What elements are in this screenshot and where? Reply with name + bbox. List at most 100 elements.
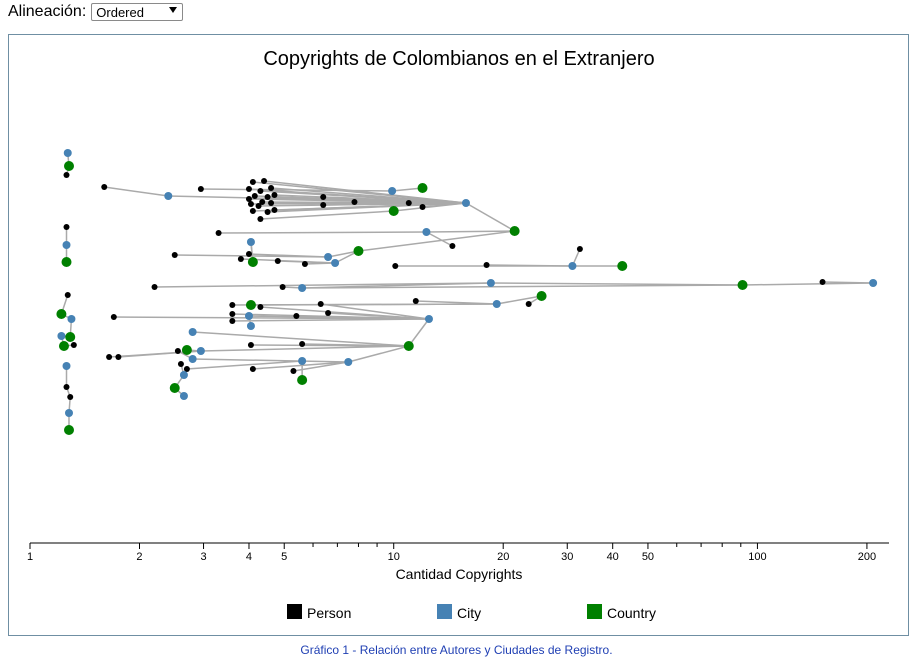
person-node[interactable] — [63, 224, 70, 230]
person-node[interactable] — [63, 172, 70, 178]
person-node[interactable] — [247, 342, 254, 348]
city-node[interactable] — [486, 279, 495, 287]
person-node[interactable] — [259, 199, 266, 205]
person-node[interactable] — [320, 194, 327, 200]
person-node[interactable] — [351, 199, 358, 205]
person-node[interactable] — [63, 384, 70, 390]
city-node[interactable] — [568, 262, 577, 270]
person-node[interactable] — [110, 314, 117, 320]
person-node[interactable] — [405, 200, 412, 206]
country-node[interactable] — [247, 257, 258, 267]
person-node[interactable] — [449, 243, 456, 249]
person-node[interactable] — [249, 208, 256, 214]
person-node[interactable] — [301, 261, 308, 267]
city-node[interactable] — [246, 238, 255, 246]
person-node[interactable] — [255, 203, 262, 209]
person-node[interactable] — [70, 342, 77, 348]
country-node[interactable] — [169, 383, 180, 393]
country-node[interactable] — [56, 309, 67, 319]
person-node[interactable] — [264, 194, 271, 200]
person-node[interactable] — [237, 256, 244, 262]
person-node[interactable] — [101, 184, 108, 190]
person-node[interactable] — [268, 200, 275, 206]
person-node[interactable] — [317, 301, 324, 307]
city-node[interactable] — [422, 228, 431, 236]
city-node[interactable] — [388, 187, 397, 195]
person-node[interactable] — [392, 263, 399, 269]
person-node[interactable] — [299, 341, 306, 347]
city-node[interactable] — [246, 322, 255, 330]
person-node[interactable] — [419, 204, 426, 210]
person-node[interactable] — [247, 201, 254, 207]
city-node[interactable] — [164, 192, 173, 200]
country-node[interactable] — [181, 345, 192, 355]
person-node[interactable] — [257, 188, 264, 194]
country-node[interactable] — [617, 261, 628, 271]
person-node[interactable] — [197, 186, 204, 192]
city-node[interactable] — [179, 371, 188, 379]
city-node[interactable] — [196, 347, 205, 355]
person-node[interactable] — [271, 192, 278, 198]
country-node[interactable] — [63, 425, 74, 435]
country-node[interactable] — [353, 246, 364, 256]
person-node[interactable] — [290, 368, 297, 374]
city-node[interactable] — [344, 358, 353, 366]
city-node[interactable] — [492, 300, 501, 308]
person-node[interactable] — [251, 193, 258, 199]
city-node[interactable] — [244, 312, 253, 320]
person-node[interactable] — [106, 354, 113, 360]
person-node[interactable] — [245, 196, 252, 202]
city-node[interactable] — [57, 332, 66, 340]
person-node[interactable] — [229, 302, 236, 308]
country-node[interactable] — [58, 341, 69, 351]
person-node[interactable] — [245, 251, 252, 257]
country-node[interactable] — [61, 257, 72, 267]
person-node[interactable] — [320, 202, 327, 208]
person-node[interactable] — [576, 246, 583, 252]
city-node[interactable] — [298, 284, 307, 292]
city-node[interactable] — [298, 357, 307, 365]
city-node[interactable] — [461, 199, 470, 207]
city-node[interactable] — [188, 355, 197, 363]
person-node[interactable] — [274, 258, 281, 264]
person-node[interactable] — [174, 348, 181, 354]
country-node[interactable] — [403, 341, 414, 351]
person-node[interactable] — [249, 179, 256, 185]
country-node[interactable] — [536, 291, 547, 301]
person-node[interactable] — [215, 230, 222, 236]
person-node[interactable] — [67, 394, 74, 400]
city-node[interactable] — [63, 149, 72, 157]
person-node[interactable] — [268, 185, 275, 191]
city-node[interactable] — [179, 392, 188, 400]
country-node[interactable] — [388, 206, 399, 216]
person-node[interactable] — [412, 298, 419, 304]
person-node[interactable] — [115, 354, 122, 360]
person-node[interactable] — [245, 186, 252, 192]
country-node[interactable] — [65, 332, 76, 342]
person-node[interactable] — [64, 292, 71, 298]
city-node[interactable] — [331, 259, 340, 267]
person-node[interactable] — [183, 366, 190, 372]
city-node[interactable] — [62, 362, 71, 370]
country-node[interactable] — [245, 300, 256, 310]
person-node[interactable] — [249, 366, 256, 372]
country-node[interactable] — [297, 375, 308, 385]
country-node[interactable] — [737, 280, 748, 290]
person-node[interactable] — [483, 262, 490, 268]
city-node[interactable] — [869, 279, 878, 287]
person-node[interactable] — [264, 209, 271, 215]
person-node[interactable] — [325, 310, 332, 316]
person-node[interactable] — [229, 318, 236, 324]
city-node[interactable] — [188, 328, 197, 336]
country-node[interactable] — [509, 226, 520, 236]
city-node[interactable] — [424, 315, 433, 323]
person-node[interactable] — [257, 216, 264, 222]
city-node[interactable] — [324, 253, 333, 261]
person-node[interactable] — [279, 284, 286, 290]
country-node[interactable] — [63, 161, 74, 171]
person-node[interactable] — [177, 361, 184, 367]
person-node[interactable] — [261, 178, 268, 184]
person-node[interactable] — [151, 284, 158, 290]
person-node[interactable] — [271, 207, 278, 213]
person-node[interactable] — [819, 279, 826, 285]
